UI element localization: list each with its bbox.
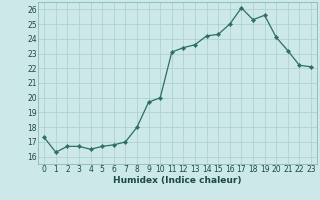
X-axis label: Humidex (Indice chaleur): Humidex (Indice chaleur)	[113, 176, 242, 185]
